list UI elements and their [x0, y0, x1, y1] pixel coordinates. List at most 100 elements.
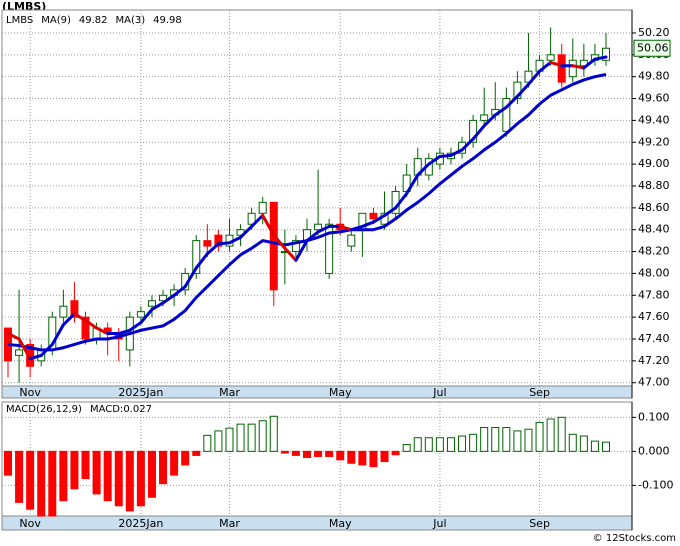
y-tick-label: 47.20 — [638, 354, 670, 367]
macd-bar — [114, 450, 123, 507]
macd-prefix: MACD: — [90, 404, 123, 415]
macd-bar — [535, 421, 544, 452]
ma-segment — [526, 69, 542, 86]
x-tick-label: Mar — [219, 517, 240, 530]
macd-bar — [524, 428, 533, 452]
macd-bar — [247, 423, 256, 452]
ma-segment — [183, 266, 198, 289]
macd-bar — [469, 433, 478, 452]
y-tick-label: 0.100 — [638, 410, 670, 423]
macd-bar — [203, 434, 212, 452]
ma-segment — [571, 64, 586, 70]
macd-bar — [590, 440, 599, 452]
ma-segment — [449, 148, 464, 157]
ma-segment — [338, 224, 353, 232]
y-tick-label: 49.60 — [638, 92, 670, 105]
ma-segment — [371, 213, 387, 224]
y-tick-label: 49.40 — [638, 113, 670, 126]
ma-segment — [272, 233, 287, 250]
macd-bar — [502, 427, 511, 452]
macd-bar — [269, 415, 278, 452]
macd-bar — [325, 450, 334, 457]
y-tick-label: 47.00 — [638, 376, 670, 389]
candle-body — [480, 114, 489, 121]
y-tick-label: 47.60 — [638, 310, 670, 323]
candle-body — [568, 59, 577, 78]
x-tick-label: Nov — [19, 517, 41, 530]
candle-body — [469, 119, 478, 143]
legend-value: 49.82 — [79, 15, 108, 26]
x-tick-label: Sep — [529, 517, 550, 530]
ma-segment — [438, 153, 453, 158]
ma-segment — [549, 60, 564, 68]
macd-bar — [225, 427, 234, 452]
macd-bar — [92, 450, 101, 495]
macd-bar — [358, 450, 367, 466]
macd-bar — [26, 450, 35, 510]
ma-segment — [405, 173, 420, 196]
macd-bar — [181, 450, 190, 466]
ma-segment — [515, 82, 530, 98]
macd-bar — [435, 437, 444, 452]
macd-bar — [557, 416, 566, 452]
ma-segment — [482, 113, 497, 128]
candle-body — [59, 305, 68, 318]
ma-segment — [205, 242, 220, 256]
last-price-box — [633, 39, 671, 57]
ma-segment — [493, 105, 508, 117]
ma-segment — [538, 60, 553, 73]
macd-bar — [347, 450, 356, 464]
macd-bar — [48, 450, 57, 517]
ma-segment — [17, 337, 32, 361]
candle-body — [502, 98, 511, 132]
ma-segment — [216, 241, 231, 246]
y-tick-label: 48.40 — [638, 223, 670, 236]
macd-value: 0.027 — [123, 404, 152, 415]
candle-body — [15, 349, 24, 356]
ma-segment — [128, 321, 143, 332]
x-tick-label: 2025Jan — [118, 517, 163, 530]
macd-bar — [491, 427, 500, 452]
candle-body — [602, 47, 610, 61]
candle-body — [291, 240, 300, 253]
x-tick-label: Sep — [529, 386, 550, 399]
candle-body — [347, 234, 356, 247]
y-tick-label: -0.100 — [638, 478, 673, 491]
macd-bar — [546, 418, 555, 452]
ma-segment — [294, 239, 309, 262]
macd-bar — [81, 450, 90, 480]
macd-bar — [37, 450, 46, 517]
ma-segment — [227, 235, 243, 245]
ma-segment — [460, 137, 475, 152]
y-tick-label: 48.80 — [638, 179, 670, 192]
macd-bar — [214, 430, 223, 452]
legend-value: 49.98 — [153, 15, 182, 26]
macd-bar — [480, 427, 489, 452]
macd-bar — [391, 450, 400, 456]
x-tick-label: Mar — [219, 386, 240, 399]
candle-body — [159, 294, 168, 302]
ma-segment — [250, 213, 265, 228]
candle-body — [192, 240, 201, 274]
macd-bar — [4, 450, 12, 476]
ma-segment — [416, 162, 431, 177]
ma-segment — [360, 220, 375, 228]
macd-bar — [303, 450, 311, 458]
ma-segment — [582, 57, 597, 70]
macd-bar — [513, 430, 522, 452]
ma-segment — [172, 285, 187, 297]
candle-body — [546, 54, 555, 61]
ma-segment — [427, 154, 442, 166]
ma-segment — [6, 332, 21, 341]
ma-segment — [161, 293, 176, 305]
y-tick-label: 47.80 — [638, 288, 670, 301]
legend-entry: MA(3) — [116, 15, 146, 26]
x-tick-label: Jul — [432, 386, 446, 399]
ma-segment — [72, 312, 88, 322]
y-tick-label: 0.000 — [638, 444, 670, 457]
candle-body — [269, 201, 278, 291]
macd-bar — [446, 437, 455, 452]
y-tick-label: 49.00 — [638, 157, 670, 170]
macd-bar — [159, 450, 168, 485]
macd-bar — [103, 450, 112, 502]
